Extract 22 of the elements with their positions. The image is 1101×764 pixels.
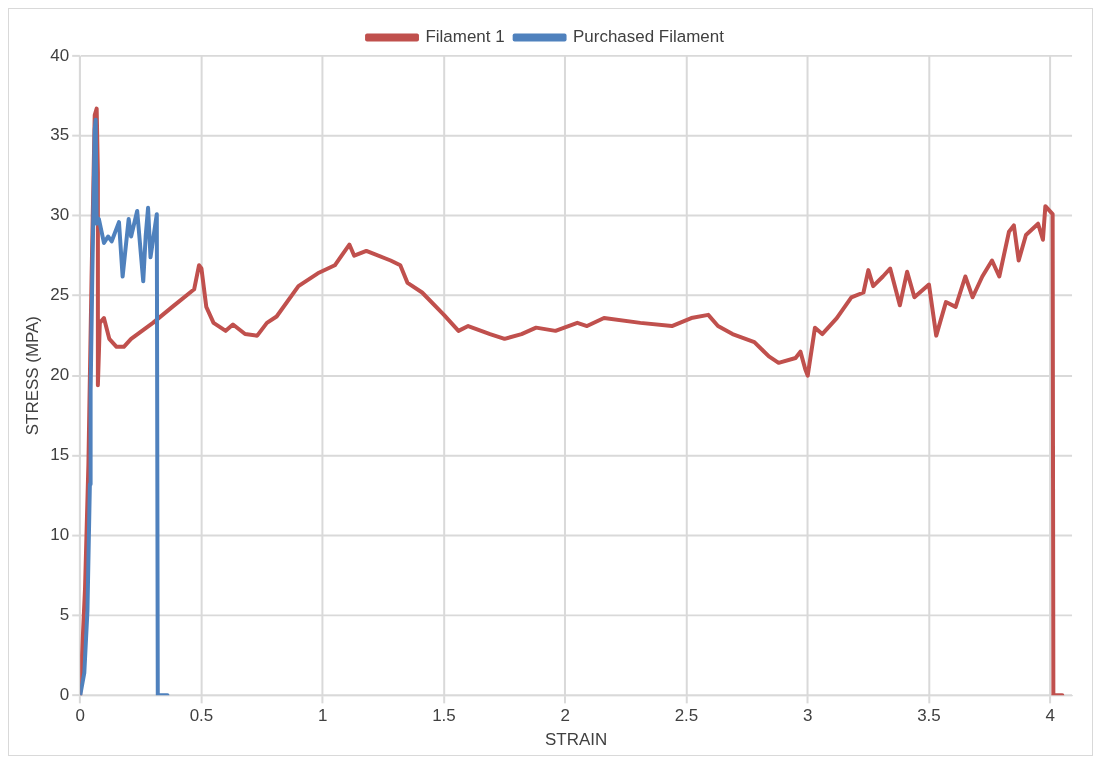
legend-label: Filament 1 xyxy=(425,27,505,47)
y-tick-label: 0 xyxy=(59,685,70,705)
x-tick-label: 1 xyxy=(317,706,328,726)
x-tick-label: 3.5 xyxy=(917,706,941,726)
x-tick-label: 3 xyxy=(802,706,813,726)
y-tick-label: 30 xyxy=(50,205,70,225)
y-tick-label: 5 xyxy=(59,605,70,625)
x-tick-label: 2.5 xyxy=(674,706,699,726)
y-tick-label: 40 xyxy=(50,45,70,65)
x-tick-label: 0 xyxy=(75,706,85,726)
legend-label: Purchased Filament xyxy=(573,27,725,47)
x-tick-label: 1.5 xyxy=(432,706,456,726)
x-axis-title: STRAIN xyxy=(545,729,608,749)
y-tick-label: 20 xyxy=(50,365,70,385)
x-tick-label: 4 xyxy=(1045,706,1055,726)
x-tick-label: 0.5 xyxy=(189,706,214,726)
y-tick-label: 15 xyxy=(50,445,70,465)
y-tick-label: 35 xyxy=(50,125,70,145)
y-tick-label: 10 xyxy=(50,525,70,545)
y-tick-label: 25 xyxy=(50,285,70,305)
y-axis-title: STRESS (MPA) xyxy=(22,315,42,436)
x-tick-label: 2 xyxy=(560,706,570,726)
